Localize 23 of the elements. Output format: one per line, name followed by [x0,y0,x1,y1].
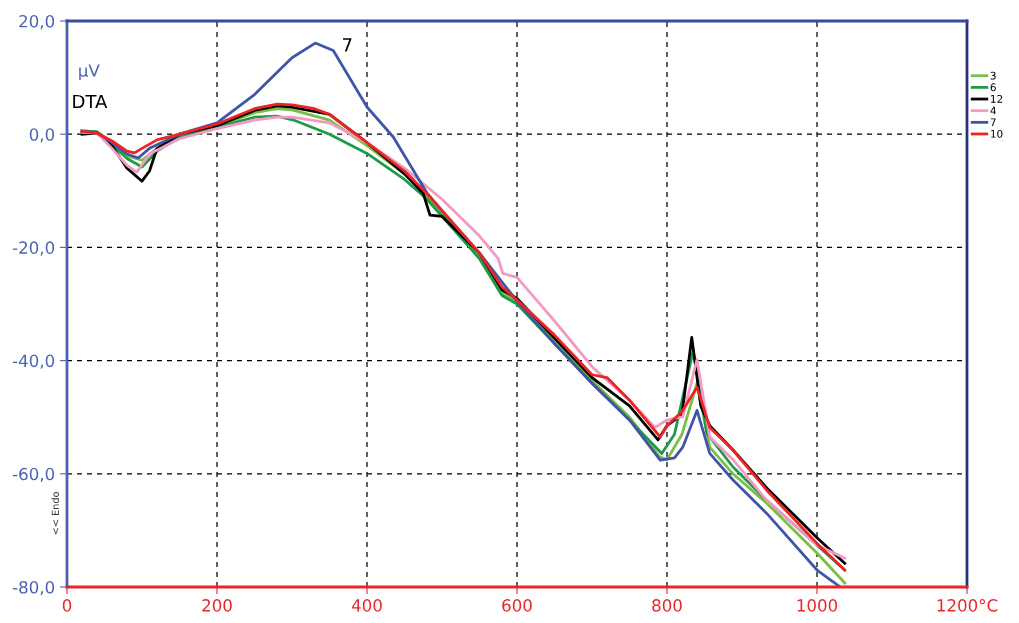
y-tick-label: 20,0 [19,14,55,30]
y-tick-label: -80,0 [12,580,55,596]
text: << Endo [51,492,60,535]
x-tick-label: 600 [502,599,532,612]
y-tick-label: 0,0 [29,128,55,143]
x-tick-label: 400 [351,599,382,612]
x-tick-label: 0 [62,599,72,612]
annotation: 7 [342,38,352,52]
annotation: DTA [73,94,108,109]
y-tick-label: -60,0 [12,467,55,483]
legend-label: 7 [990,118,996,126]
y-tick-label: -20,0 [12,241,55,256]
legend-label: 6 [990,83,996,92]
y-axis-title: µV [79,64,100,81]
legend-label: 4 [990,106,996,115]
legend-label: 12 [991,94,1003,103]
x-tick-label: 800 [652,599,682,612]
x-tick-label: 1200°C [937,599,998,612]
x-tick-label: 200 [202,599,232,612]
y-tick-label: -40,0 [12,354,55,369]
legend-label: 10 [991,129,1003,138]
legend-label: 3 [990,71,996,80]
x-tick-label: 1000 [797,599,838,612]
